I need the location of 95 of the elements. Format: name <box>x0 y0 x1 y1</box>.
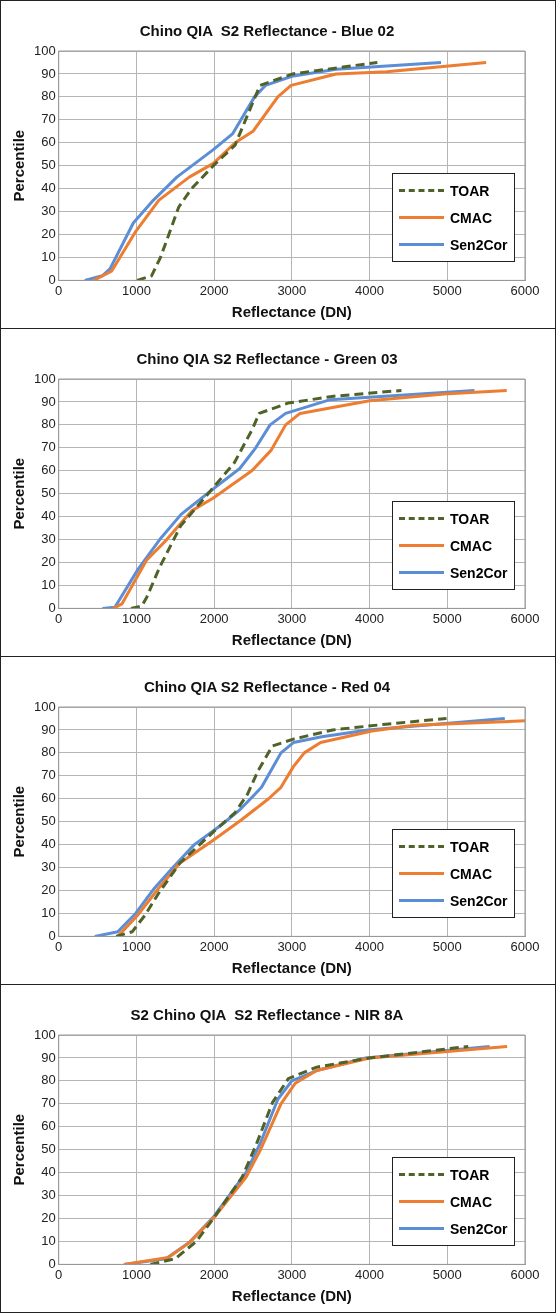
legend-label: TOAR <box>450 838 490 855</box>
chart-title: Chino QIA S2 Reflectance - Blue 02 <box>139 22 395 40</box>
y-tick-label: 70 <box>41 1095 56 1111</box>
y-tick-label: 50 <box>41 485 56 501</box>
y-tick-label: 80 <box>41 416 56 432</box>
y-tick-label: 0 <box>48 927 56 943</box>
legend-label: Sen2Cor <box>450 564 508 581</box>
legend-label: TOAR <box>450 510 490 527</box>
x-tick-label: 3000 <box>277 1266 307 1282</box>
line-series <box>114 716 448 937</box>
legend-label: TOAR <box>450 182 490 199</box>
legend-label: CMAC <box>450 1193 492 1210</box>
legend-label: CMAC <box>450 537 492 554</box>
chart-title: Chino QIA S2 Reflectance - Green 03 <box>136 350 398 368</box>
y-tick-label: 100 <box>33 42 56 58</box>
y-tick-label: 50 <box>41 157 56 173</box>
x-axis-title: Reflectance (DN) <box>231 303 352 321</box>
y-tick-label: 0 <box>48 271 56 287</box>
y-axis-title: Percentile <box>10 129 28 202</box>
y-tick-label: 30 <box>41 859 56 875</box>
y-tick-label: 10 <box>41 1233 56 1249</box>
y-tick-label: 20 <box>41 554 56 570</box>
x-axis-title: Reflectance (DN) <box>231 959 352 977</box>
line-series <box>129 388 403 609</box>
x-tick-label: 1000 <box>121 282 151 298</box>
y-tick-label: 50 <box>41 1141 56 1157</box>
y-tick-label: 90 <box>41 721 56 737</box>
x-tick-label: 1000 <box>121 1266 151 1282</box>
x-tick-label: 4000 <box>355 1266 385 1282</box>
y-tick-label: 40 <box>41 836 56 852</box>
y-tick-label: 80 <box>41 744 56 760</box>
y-tick-label: 90 <box>41 1049 56 1065</box>
x-tick-label: 3000 <box>277 610 307 626</box>
x-tick-label: 6000 <box>510 282 540 298</box>
x-axis-title: Reflectance (DN) <box>231 1287 352 1305</box>
y-tick-label: 20 <box>41 1210 56 1226</box>
x-tick-label: 3000 <box>277 282 307 298</box>
y-tick-label: 60 <box>41 134 56 150</box>
legend-label: Sen2Cor <box>450 892 508 909</box>
y-tick-label: 30 <box>41 203 56 219</box>
y-tick-label: 60 <box>41 790 56 806</box>
x-tick-label: 3000 <box>277 938 307 954</box>
y-tick-label: 20 <box>41 226 56 242</box>
y-tick-label: 40 <box>41 180 56 196</box>
y-tick-label: 70 <box>41 439 56 455</box>
chart-title: S2 Chino QIA S2 Reflectance - NIR 8A <box>130 1006 404 1024</box>
y-axis-title: Percentile <box>10 785 28 858</box>
x-tick-label: 1000 <box>121 938 151 954</box>
x-tick-label: 2000 <box>199 610 229 626</box>
y-tick-label: 0 <box>48 599 56 615</box>
x-tick-label: 5000 <box>432 610 462 626</box>
x-tick-label: 5000 <box>432 938 462 954</box>
x-tick-label: 4000 <box>355 282 385 298</box>
y-tick-label: 100 <box>33 698 56 714</box>
x-tick-label: 5000 <box>432 1266 462 1282</box>
y-tick-label: 10 <box>41 577 56 593</box>
y-tick-label: 70 <box>41 111 56 127</box>
y-tick-label: 20 <box>41 882 56 898</box>
y-tick-label: 90 <box>41 393 56 409</box>
x-tick-label: 6000 <box>510 610 540 626</box>
legend-label: TOAR <box>450 1166 490 1183</box>
x-tick-label: 6000 <box>510 938 540 954</box>
y-tick-label: 80 <box>41 1072 56 1088</box>
chart-title: Chino QIA S2 Reflectance - Red 04 <box>143 678 391 696</box>
y-tick-label: 40 <box>41 1164 56 1180</box>
x-axis-title: Reflectance (DN) <box>231 631 352 649</box>
y-tick-label: 70 <box>41 767 56 783</box>
x-tick-label: 2000 <box>199 282 229 298</box>
y-axis-title: Percentile <box>10 457 28 530</box>
x-tick-label: 2000 <box>199 938 229 954</box>
legend-label: CMAC <box>450 865 492 882</box>
y-tick-label: 10 <box>41 905 56 921</box>
y-tick-label: 10 <box>41 249 56 265</box>
y-tick-label: 40 <box>41 508 56 524</box>
y-tick-label: 60 <box>41 462 56 478</box>
x-tick-label: 4000 <box>355 610 385 626</box>
y-tick-label: 80 <box>41 88 56 104</box>
x-tick-label: 2000 <box>199 1266 229 1282</box>
x-tick-label: 6000 <box>510 1266 540 1282</box>
y-tick-label: 30 <box>41 531 56 547</box>
legend-label: CMAC <box>450 209 492 226</box>
y-tick-label: 30 <box>41 1187 56 1203</box>
y-tick-label: 50 <box>41 813 56 829</box>
x-tick-label: 5000 <box>432 282 462 298</box>
x-tick-label: 4000 <box>355 938 385 954</box>
y-tick-label: 100 <box>33 1026 56 1042</box>
y-tick-label: 90 <box>41 65 56 81</box>
y-tick-label: 100 <box>33 370 56 386</box>
y-axis-title: Percentile <box>10 1113 28 1186</box>
legend-label: Sen2Cor <box>450 1220 508 1237</box>
x-tick-label: 1000 <box>121 610 151 626</box>
legend-label: Sen2Cor <box>450 236 508 253</box>
y-tick-label: 60 <box>41 1118 56 1134</box>
line-series <box>135 60 379 281</box>
y-tick-label: 0 <box>48 1255 56 1271</box>
